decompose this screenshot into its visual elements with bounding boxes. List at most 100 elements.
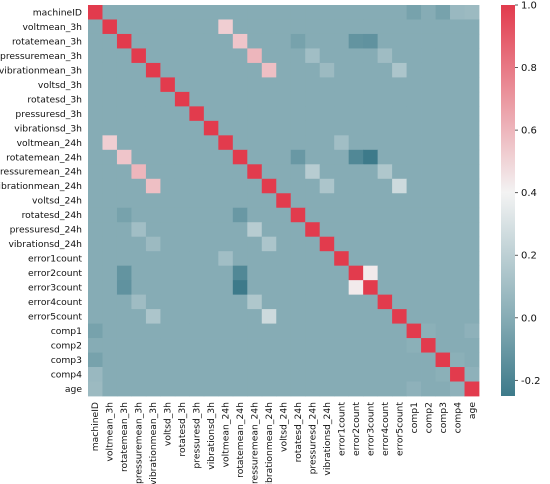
heatmap-cell [116, 91, 132, 107]
heatmap-cell [145, 120, 161, 136]
heatmap-cell [348, 178, 364, 194]
heatmap-cell [464, 367, 480, 382]
heatmap-cell [406, 294, 422, 310]
heatmap-cell [261, 265, 277, 281]
heatmap-cell [145, 193, 161, 209]
y-tick-label: vibrationsd_24h [8, 239, 82, 250]
heatmap-cell [406, 178, 422, 194]
x-tick-label: rotatemean_3h [119, 402, 130, 472]
heatmap-cell [88, 309, 103, 324]
heatmap-cell [334, 367, 350, 382]
heatmap-cell [189, 149, 205, 165]
heatmap-cell [392, 309, 407, 324]
heatmap-cell [189, 352, 205, 368]
heatmap-cell [305, 178, 321, 194]
x-tick-label: comp3 [438, 402, 449, 433]
heatmap-cell [232, 120, 248, 136]
heatmap-cell [290, 207, 306, 223]
heatmap-cell [189, 338, 205, 353]
x-tick-label: error1count [336, 402, 347, 456]
heatmap-cell [290, 106, 306, 122]
heatmap-cell [160, 222, 176, 238]
heatmap-cell [160, 164, 176, 180]
heatmap-cell [116, 323, 132, 339]
heatmap-cell [203, 91, 219, 107]
heatmap-cell [305, 222, 321, 238]
heatmap-cell [435, 135, 451, 151]
heatmap-cell [232, 77, 248, 93]
heatmap-cell [116, 178, 132, 194]
heatmap-cell [421, 77, 436, 93]
heatmap-cell [276, 178, 292, 194]
heatmap-cell [160, 381, 176, 397]
heatmap-cell [174, 5, 190, 20]
heatmap-cell [377, 178, 393, 194]
heatmap-cell [261, 135, 277, 151]
heatmap-cell [203, 106, 219, 122]
heatmap-cell [131, 251, 147, 267]
heatmap-cell [232, 207, 248, 223]
heatmap-cell [247, 193, 263, 209]
heatmap-cell [406, 48, 422, 64]
heatmap-cell [174, 62, 190, 78]
heatmap-cell [319, 5, 335, 20]
heatmap-cell [102, 294, 118, 310]
heatmap-cell [406, 280, 422, 296]
heatmap-cell [189, 62, 205, 78]
heatmap-cell [218, 381, 234, 397]
heatmap-cell [88, 193, 103, 209]
heatmap-cell [290, 33, 306, 49]
heatmap-cell [406, 309, 422, 324]
heatmap-cell [88, 164, 103, 180]
heatmap-cell [232, 48, 248, 64]
heatmap-cell [348, 309, 364, 324]
heatmap-cell [116, 381, 132, 397]
heatmap-cell [319, 77, 335, 93]
x-tick-label: rotatemean_24h [235, 402, 246, 478]
heatmap-cell [160, 33, 176, 49]
heatmap-cell [174, 338, 190, 353]
heatmap-cell [348, 164, 364, 180]
heatmap-cell [189, 323, 205, 339]
heatmap-cell [464, 48, 480, 64]
heatmap-cell [189, 5, 205, 20]
heatmap-cell [203, 48, 219, 64]
heatmap-cell [131, 193, 147, 209]
heatmap-cell [450, 164, 465, 180]
heatmap-cell [131, 280, 147, 296]
heatmap-cell [421, 178, 436, 194]
heatmap-cell [305, 251, 321, 267]
heatmap-cell [290, 222, 306, 238]
heatmap-cell [232, 251, 248, 267]
heatmap-cell [377, 135, 393, 151]
heatmap-cell [203, 352, 219, 368]
x-tick-label: comp2 [423, 402, 434, 433]
heatmap-cell [218, 91, 234, 107]
y-tick-label: rotatemean_3h [12, 36, 82, 47]
heatmap-cell [203, 193, 219, 209]
heatmap-cell [348, 294, 364, 310]
heatmap-cell [160, 352, 176, 368]
heatmap-cell [116, 77, 132, 93]
heatmap-cell [363, 164, 379, 180]
heatmap-cell [189, 120, 205, 136]
y-tick-label: rotatemean_24h [6, 152, 82, 163]
heatmap-cell [160, 5, 176, 20]
heatmap-cell [276, 77, 292, 93]
heatmap-cell [435, 367, 451, 382]
heatmap-cell [247, 207, 263, 223]
heatmap-cell [421, 381, 436, 397]
heatmap-cell [319, 91, 335, 107]
heatmap-cell [464, 106, 480, 122]
heatmap-cell [131, 338, 147, 353]
heatmap-cell [261, 352, 277, 368]
x-tick-label: vibrationmean_24h [264, 402, 275, 484]
heatmap-cell [276, 193, 292, 209]
heatmap-cell [290, 280, 306, 296]
heatmap-cell [116, 367, 132, 382]
colorbar-tick-label: -0.2 [521, 376, 541, 387]
heatmap-cell [363, 338, 379, 353]
heatmap-cell [406, 135, 422, 151]
heatmap-cell [102, 135, 118, 151]
heatmap-cell [290, 178, 306, 194]
